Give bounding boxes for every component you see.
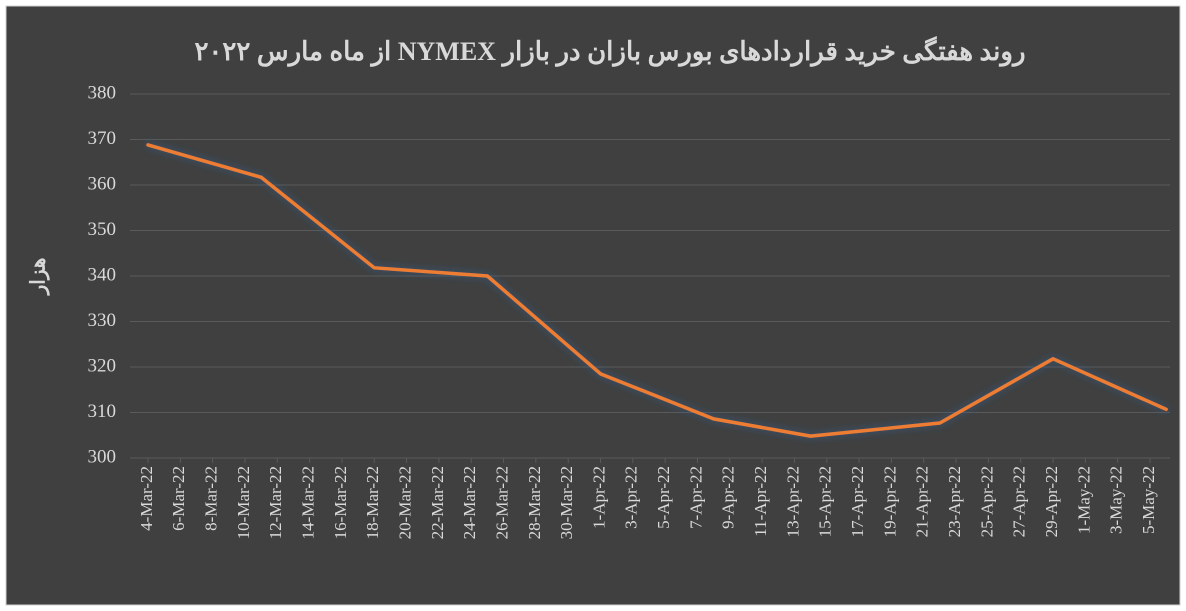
y-tick-label: 360 <box>88 173 117 194</box>
x-tick-label: 10-Mar-22 <box>234 466 253 539</box>
x-tick-label: 11-Apr-22 <box>751 466 770 537</box>
line-series <box>146 143 1168 438</box>
x-tick-label: 15-Apr-22 <box>816 466 835 537</box>
y-axis-label: هزار <box>28 258 51 297</box>
x-tick-label: 3-Apr-22 <box>622 466 641 529</box>
x-tick-label: 7-Apr-22 <box>686 466 705 529</box>
x-tick-label: 26-Mar-22 <box>492 466 511 539</box>
x-tick-label: 8-Mar-22 <box>202 466 221 531</box>
x-tick-label: 5-Apr-22 <box>654 466 673 529</box>
chart-background <box>5 5 1181 606</box>
x-tick-label: 19-Apr-22 <box>880 466 899 537</box>
y-tick-label: 300 <box>88 446 117 467</box>
x-tick-label: 4-Mar-22 <box>137 466 156 531</box>
y-tick-label: 330 <box>88 310 117 331</box>
x-tick-label: 9-Apr-22 <box>719 466 738 529</box>
x-tick-label: 22-Mar-22 <box>428 466 447 539</box>
x-tick-label: 25-Apr-22 <box>977 466 996 537</box>
x-tick-label: 18-Mar-22 <box>363 466 382 539</box>
x-tick-label: 14-Mar-22 <box>299 466 318 539</box>
x-tick-label: 21-Apr-22 <box>913 466 932 537</box>
x-tick-label: 23-Apr-22 <box>945 466 964 537</box>
x-tick-label: 6-Mar-22 <box>169 466 188 531</box>
y-tick-label: 370 <box>88 128 117 149</box>
x-tick-label: 12-Mar-22 <box>266 466 285 539</box>
x-tick-label: 17-Apr-22 <box>848 466 867 537</box>
x-tick-label: 27-Apr-22 <box>1010 466 1029 537</box>
x-tick-label: 3-May-22 <box>1107 466 1126 534</box>
y-tick-label: 340 <box>88 264 117 285</box>
y-tick-label: 310 <box>88 401 117 422</box>
y-tick-label: 380 <box>88 82 117 103</box>
x-tick-label: 24-Mar-22 <box>460 466 479 539</box>
x-tick-label: 20-Mar-22 <box>395 466 414 539</box>
x-tick-label: 16-Mar-22 <box>331 466 350 539</box>
x-tick-label: 5-May-22 <box>1139 466 1158 534</box>
x-tick-label: 1-May-22 <box>1074 466 1093 534</box>
y-tick-label: 320 <box>88 355 117 376</box>
x-tick-label: 13-Apr-22 <box>783 466 802 537</box>
y-tick-label: 350 <box>88 219 117 240</box>
x-tick-label: 29-Apr-22 <box>1042 466 1061 537</box>
x-tick-label: 30-Mar-22 <box>557 466 576 539</box>
x-tick-label: 1-Apr-22 <box>589 466 608 529</box>
chart-title: روند هفتگی خرید قراردادهای بورس بازان در… <box>194 36 1025 67</box>
x-tick-label: 28-Mar-22 <box>525 466 544 539</box>
